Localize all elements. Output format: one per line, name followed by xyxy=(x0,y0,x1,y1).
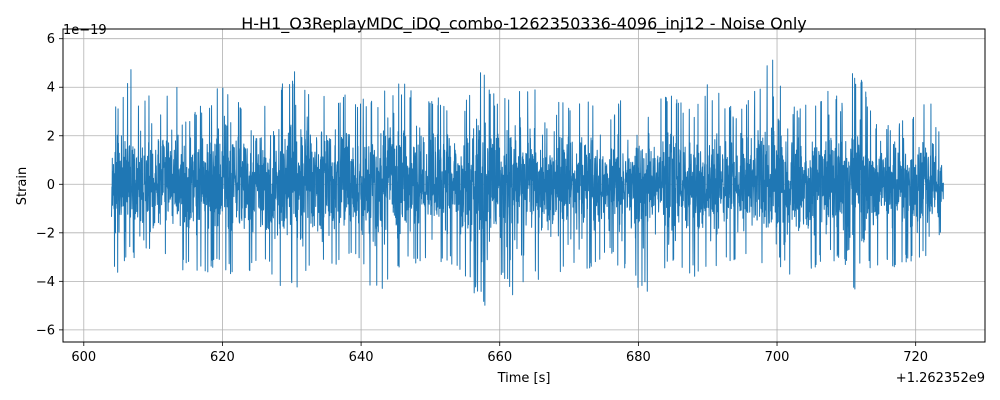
y-tick-label: 2 xyxy=(47,129,55,144)
x-axis: 600 620 640 660 680 700 720 xyxy=(71,342,928,365)
chart-title: H-H1_O3ReplayMDC_iDQ_combo-1262350336-40… xyxy=(241,14,807,34)
y-tick-label: −2 xyxy=(36,226,55,241)
strain-series-line xyxy=(111,59,944,306)
x-tick-label: 600 xyxy=(71,350,96,365)
y-tick-label: −4 xyxy=(36,275,55,290)
y-axis-label: Strain xyxy=(15,167,30,206)
x-tick-label: 640 xyxy=(349,350,374,365)
x-tick-label: 680 xyxy=(626,350,651,365)
x-offset-label: +1.262352e9 xyxy=(896,371,985,386)
y-tick-label: −6 xyxy=(36,323,55,338)
plot-frame xyxy=(62,28,986,343)
y-tick-label: 4 xyxy=(47,81,55,96)
x-axis-label: Time [s] xyxy=(497,371,551,386)
y-axis: −6 −4 −2 0 2 4 6 xyxy=(36,32,63,338)
y-exponent-label: 1e−19 xyxy=(63,23,107,38)
y-tick-label: 6 xyxy=(47,32,55,47)
x-tick-label: 620 xyxy=(210,350,235,365)
y-tick-label: 0 xyxy=(47,178,55,193)
x-tick-label: 700 xyxy=(765,350,790,365)
x-tick-label: 660 xyxy=(487,350,512,365)
x-tick-label: 720 xyxy=(903,350,928,365)
signal-trace xyxy=(111,59,944,306)
